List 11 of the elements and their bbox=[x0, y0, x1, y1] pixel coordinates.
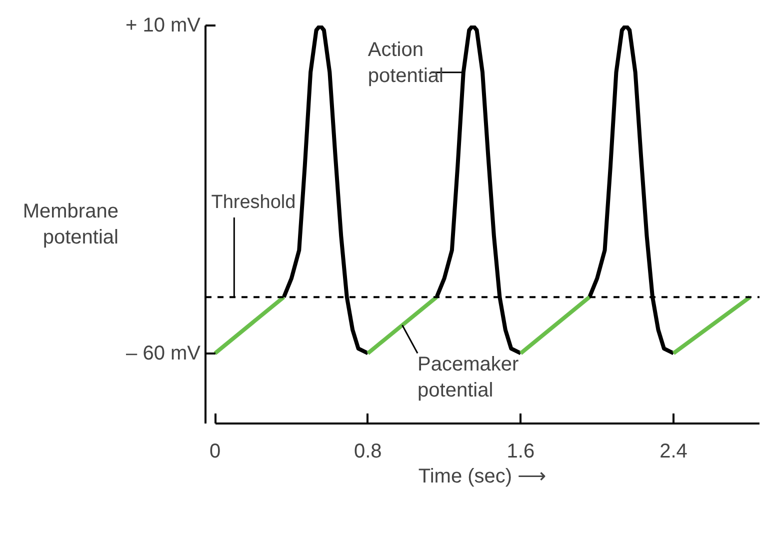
x-tick-label: 0 bbox=[209, 440, 221, 462]
ref-line-label: Threshold bbox=[211, 192, 296, 213]
x-tick-label: 1.6 bbox=[506, 440, 535, 462]
annotation: Pacemaker potential bbox=[418, 353, 520, 402]
annotation: Action potential bbox=[368, 38, 444, 88]
x-tick-label: 2.4 bbox=[660, 440, 688, 462]
y-axis-title: Membrane potential bbox=[22, 200, 118, 249]
x-axis-title: Time (sec) ⟶ bbox=[418, 466, 547, 488]
x-tick-label: 0.8 bbox=[354, 440, 382, 462]
y-tick-label: – 60 mV bbox=[126, 342, 202, 364]
y-tick-label: + 10 mV bbox=[125, 14, 202, 36]
